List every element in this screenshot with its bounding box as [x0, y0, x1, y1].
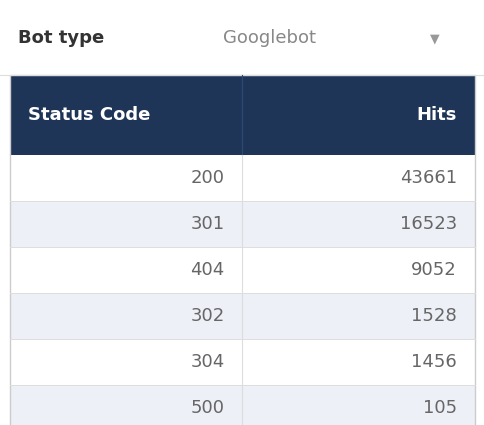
- Text: 16523: 16523: [399, 215, 456, 233]
- Bar: [10, 75, 474, 425]
- Bar: [10, 385, 474, 425]
- Bar: [10, 339, 474, 385]
- Text: 9052: 9052: [410, 261, 456, 279]
- Bar: [10, 155, 474, 201]
- Text: 43661: 43661: [399, 169, 456, 187]
- Bar: [10, 247, 474, 293]
- Text: 301: 301: [190, 215, 224, 233]
- Text: Googlebot: Googlebot: [223, 28, 316, 46]
- Text: ▼: ▼: [429, 32, 439, 45]
- Text: 500: 500: [190, 399, 224, 417]
- Text: 302: 302: [190, 307, 224, 325]
- Text: 304: 304: [190, 353, 224, 371]
- Bar: [10, 201, 474, 247]
- Bar: [10, 75, 474, 155]
- Text: Bot type: Bot type: [18, 28, 104, 46]
- Text: 1528: 1528: [410, 307, 456, 325]
- Text: 404: 404: [190, 261, 224, 279]
- Text: Status Code: Status Code: [28, 106, 150, 124]
- Text: Hits: Hits: [416, 106, 456, 124]
- Text: 105: 105: [422, 399, 456, 417]
- Text: 200: 200: [190, 169, 224, 187]
- Bar: [10, 293, 474, 339]
- Text: 1456: 1456: [410, 353, 456, 371]
